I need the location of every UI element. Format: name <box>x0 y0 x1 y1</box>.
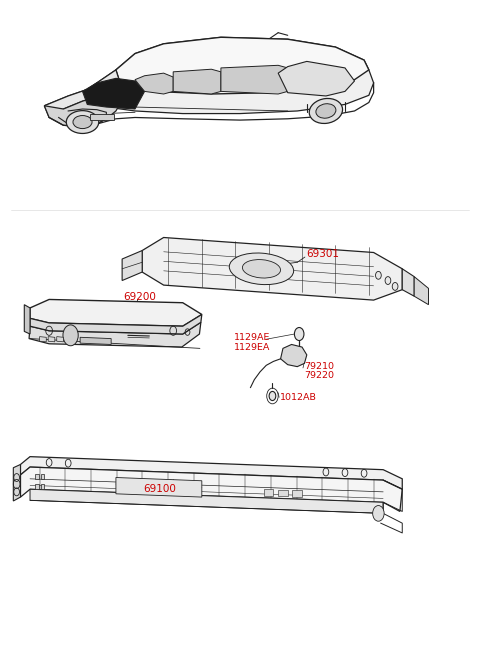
Polygon shape <box>83 79 144 109</box>
Polygon shape <box>30 299 202 326</box>
Bar <box>40 474 44 479</box>
Circle shape <box>385 276 391 284</box>
Text: 69100: 69100 <box>144 484 177 495</box>
Polygon shape <box>414 276 429 305</box>
Bar <box>40 484 44 489</box>
Polygon shape <box>57 337 63 342</box>
Bar <box>278 490 288 496</box>
Polygon shape <box>13 464 21 501</box>
Polygon shape <box>281 345 307 367</box>
Bar <box>264 489 274 496</box>
Polygon shape <box>39 337 46 342</box>
Ellipse shape <box>229 253 294 285</box>
Polygon shape <box>135 73 173 94</box>
Bar <box>35 474 38 479</box>
Text: 79220: 79220 <box>304 371 334 381</box>
Ellipse shape <box>316 103 336 118</box>
Text: 1129AE: 1129AE <box>234 333 271 343</box>
Text: 69200: 69200 <box>123 292 156 302</box>
Polygon shape <box>122 251 142 280</box>
Polygon shape <box>116 37 369 94</box>
Ellipse shape <box>309 98 343 123</box>
Bar <box>35 484 38 489</box>
Ellipse shape <box>73 115 92 128</box>
Polygon shape <box>21 457 402 489</box>
Circle shape <box>63 325 78 346</box>
Polygon shape <box>173 69 221 94</box>
Circle shape <box>372 506 384 521</box>
Circle shape <box>392 282 398 290</box>
Polygon shape <box>24 305 30 334</box>
Polygon shape <box>29 322 201 347</box>
Circle shape <box>375 271 381 279</box>
Ellipse shape <box>66 111 99 134</box>
Polygon shape <box>278 62 355 96</box>
Circle shape <box>294 328 304 341</box>
FancyBboxPatch shape <box>90 113 114 120</box>
Polygon shape <box>44 70 120 117</box>
Polygon shape <box>80 337 111 345</box>
Ellipse shape <box>242 259 280 278</box>
Circle shape <box>269 392 276 401</box>
Text: 69301: 69301 <box>306 250 339 259</box>
Polygon shape <box>44 37 373 113</box>
Polygon shape <box>30 489 383 514</box>
Polygon shape <box>48 337 55 342</box>
Text: 79210: 79210 <box>304 362 334 371</box>
Polygon shape <box>142 238 402 300</box>
Polygon shape <box>116 477 202 497</box>
Bar <box>292 491 302 497</box>
Polygon shape <box>30 314 202 334</box>
Polygon shape <box>221 66 288 94</box>
Polygon shape <box>44 94 120 126</box>
Polygon shape <box>21 467 402 512</box>
Text: 1012AB: 1012AB <box>280 393 317 402</box>
Polygon shape <box>402 269 414 296</box>
Text: 1129EA: 1129EA <box>234 343 271 352</box>
